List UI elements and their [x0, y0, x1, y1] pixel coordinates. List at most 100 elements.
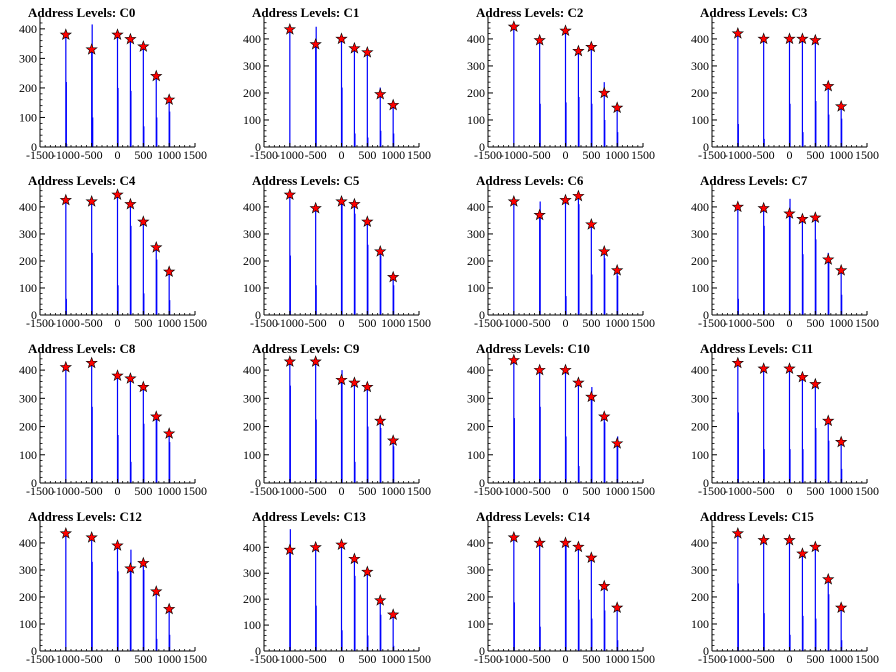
star-icon [348, 376, 361, 389]
x-tick-label: 1500 [855, 484, 879, 498]
x-tick-label: 500 [134, 484, 152, 498]
x-tick-label: 1500 [407, 148, 431, 162]
y-tick-label: 300 [19, 391, 37, 405]
x-tick-label: 1500 [855, 652, 879, 666]
y-tick-label: 0 [31, 644, 37, 658]
y-tick-label: 400 [19, 200, 37, 214]
y-tick-label: 0 [255, 140, 261, 154]
star-icon [85, 43, 98, 55]
y-tick-label: 100 [467, 617, 485, 631]
x-tick-label: -1000 [52, 652, 80, 666]
star-icon [796, 547, 809, 559]
star-icon [611, 101, 624, 114]
y-tick-label: 200 [467, 590, 485, 604]
y-tick-label: 100 [467, 281, 485, 295]
x-tick-label: 1000 [605, 316, 629, 330]
x-tick-label: -1000 [724, 484, 752, 498]
y-tick-label: 400 [19, 363, 37, 377]
chart-title: Address Levels: C12 [28, 509, 142, 524]
star-icon [137, 40, 150, 52]
chart-panel: Address Levels: C0 0 100 200 300 400 -1500 -100… [0, 0, 224, 168]
x-tick-label: -1500 [474, 652, 502, 666]
x-tick-label: 1500 [183, 148, 207, 162]
star-icon [335, 538, 348, 550]
star-icon [309, 37, 322, 50]
star-icon [783, 362, 796, 374]
x-tick-label: -1500 [26, 316, 54, 330]
y-tick-label: 400 [19, 536, 37, 550]
x-tick-label: 1000 [157, 652, 181, 666]
x-tick-label: -1500 [250, 484, 278, 498]
y-tick-label: 400 [691, 363, 709, 377]
star-icon [796, 32, 809, 45]
x-tick-label: -500 [81, 484, 103, 498]
y-tick-label: 100 [19, 617, 37, 631]
x-tick-label: -500 [529, 148, 551, 162]
y-tick-label: 100 [691, 617, 709, 631]
x-tick-label: -1000 [276, 316, 304, 330]
star-icon [835, 435, 848, 448]
x-tick-label: -1500 [250, 148, 278, 162]
chart-panel: Address Levels: C11 0 100 200 300 400 -1500 -10… [672, 336, 896, 504]
y-tick-label: 100 [19, 448, 37, 462]
y-tick-label: 0 [31, 476, 37, 490]
star-icon [731, 200, 744, 213]
y-tick-label: 0 [479, 140, 485, 154]
star-icon [124, 32, 137, 45]
x-tick-label: 1000 [829, 652, 853, 666]
star-icon [585, 390, 598, 403]
x-tick-label: -1500 [474, 484, 502, 498]
star-icon [150, 585, 163, 597]
y-tick-label: 300 [243, 566, 261, 580]
chart-svg: Address Levels: C7 0 100 200 300 400 -1500-100… [691, 173, 879, 330]
star-icon [598, 410, 611, 422]
star-icon [387, 434, 400, 446]
star-icon [111, 188, 124, 201]
x-tick-label: -1000 [500, 484, 528, 498]
star-icon [163, 602, 176, 615]
x-tick-label: -1000 [276, 148, 304, 162]
y-tick-label: 300 [467, 59, 485, 73]
star-icon [757, 32, 770, 45]
chart-panel: Address Levels: C14 0 100 200 300 400 -1500 -10… [448, 504, 672, 672]
x-tick-label: -1000 [724, 316, 752, 330]
star-icon [783, 32, 796, 45]
x-tick-label: 0 [563, 484, 569, 498]
x-tick-label: 0 [115, 148, 121, 162]
y-tick-label: 300 [691, 563, 709, 577]
x-tick-label: 1000 [605, 652, 629, 666]
x-tick-label: -500 [305, 652, 327, 666]
star-icon [309, 201, 322, 214]
star-icon [533, 363, 546, 376]
star-icon [361, 380, 374, 393]
y-tick-label: 100 [243, 618, 261, 632]
x-tick-label: 500 [582, 484, 600, 498]
x-tick-label: 500 [582, 652, 600, 666]
star-icon [585, 217, 598, 230]
chart-title: Address Levels: C6 [476, 173, 584, 188]
star-icon [572, 189, 585, 202]
y-tick-label: 200 [19, 254, 37, 268]
x-tick-label: 0 [115, 484, 121, 498]
star-icon [757, 201, 770, 214]
x-tick-label: 1500 [183, 652, 207, 666]
chart-panel: Address Levels: C13 0 100 200 300 400 -1500 -10… [224, 504, 448, 672]
star-icon [150, 69, 163, 82]
x-tick-label: 1500 [631, 484, 655, 498]
y-tick-label: 200 [467, 86, 485, 100]
chart-svg: Address Levels: C6 0 100 200 300 400 -1500-100… [467, 173, 655, 330]
star-icon [757, 362, 770, 374]
y-tick-label: 400 [467, 32, 485, 46]
x-tick-label: -500 [529, 316, 551, 330]
x-tick-label: -1500 [250, 316, 278, 330]
chart-title: Address Levels: C8 [28, 341, 136, 356]
star-icon [585, 40, 598, 53]
x-tick-label: -500 [529, 484, 551, 498]
star-icon [822, 414, 835, 427]
x-tick-label: 0 [563, 316, 569, 330]
y-tick-label: 300 [243, 59, 261, 73]
y-tick-label: 0 [479, 476, 485, 490]
x-tick-label: -1000 [724, 148, 752, 162]
x-tick-label: -1500 [26, 652, 54, 666]
chart-svg: Address Levels: C14 0 100 200 300 400 -1500-10… [467, 509, 655, 666]
